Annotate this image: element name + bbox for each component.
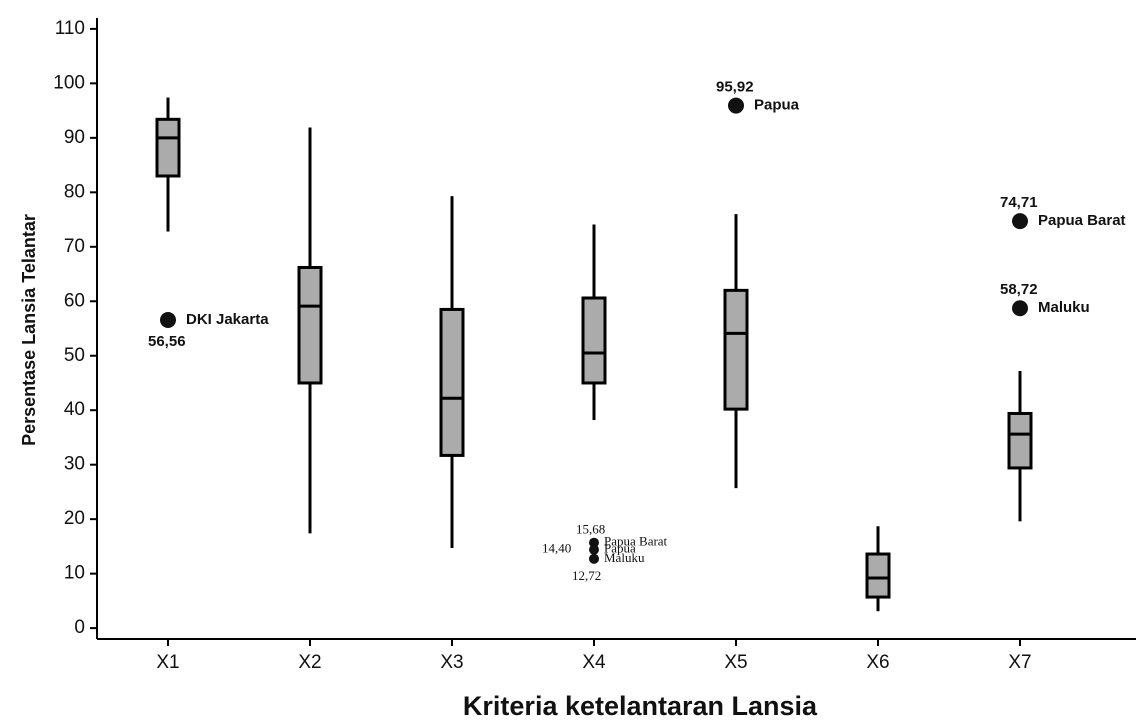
outlier-value-label: 58,72 (1000, 281, 1038, 298)
y-tick-label: 40 (64, 399, 85, 420)
outlier-value-label: 74,71 (1000, 194, 1038, 211)
outlier-value-label: 12,72 (572, 568, 601, 583)
outlier (589, 537, 599, 548)
y-tick-label: 0 (74, 617, 85, 638)
x-tick-label: X2 (298, 652, 321, 673)
x-tick-label: X7 (1008, 652, 1031, 673)
outlier (589, 553, 599, 564)
y-tick-label: 60 (64, 290, 85, 311)
outlier (728, 97, 744, 114)
box (865, 552, 891, 599)
outlier-name: Papua Barat (604, 534, 668, 549)
box (439, 307, 465, 457)
box (581, 296, 607, 385)
outlier-value-label: 15,68 (576, 522, 605, 537)
y-tick-label: 20 (64, 508, 85, 529)
outlier-name: DKI Jakarta (186, 311, 269, 328)
outlier-name: Maluku (1038, 299, 1090, 316)
y-tick-label: 70 (64, 236, 85, 257)
y-tick-label: 10 (64, 563, 85, 584)
outlier-value-label: 14,40 (542, 541, 571, 556)
box (155, 117, 181, 178)
outlier-name: Papua Barat (1038, 212, 1126, 229)
outlier-name: Papua (604, 541, 636, 556)
x-tick-label: X1 (156, 652, 179, 673)
x-tick-label: X5 (724, 652, 747, 673)
outlier (1012, 300, 1028, 317)
outlier-value-label: 56,56 (148, 333, 186, 350)
outlier-name: Maluku (604, 550, 645, 565)
y-tick-label: 50 (64, 345, 85, 366)
box (297, 265, 323, 385)
y-tick-label: 110 (55, 18, 85, 39)
outlier (1012, 213, 1028, 230)
x-tick-label: X4 (582, 652, 606, 673)
y-tick-label: 90 (64, 127, 85, 148)
box (1007, 411, 1033, 470)
box (723, 288, 749, 411)
outlier-value-label: 95,92 (716, 79, 754, 96)
y-tick-label: 100 (53, 72, 85, 93)
outlier (589, 544, 599, 555)
x-axis-label: Kriteria ketelantaran Lansia (463, 691, 818, 721)
y-axis-label: Persentase Lansia Telantar (19, 214, 39, 446)
outlier-name: Papua (754, 97, 800, 114)
y-tick-label: 30 (64, 454, 85, 475)
y-tick-label: 80 (64, 181, 85, 202)
x-tick-label: X6 (866, 652, 889, 673)
x-tick-label: X3 (440, 652, 463, 673)
outlier (160, 312, 176, 329)
